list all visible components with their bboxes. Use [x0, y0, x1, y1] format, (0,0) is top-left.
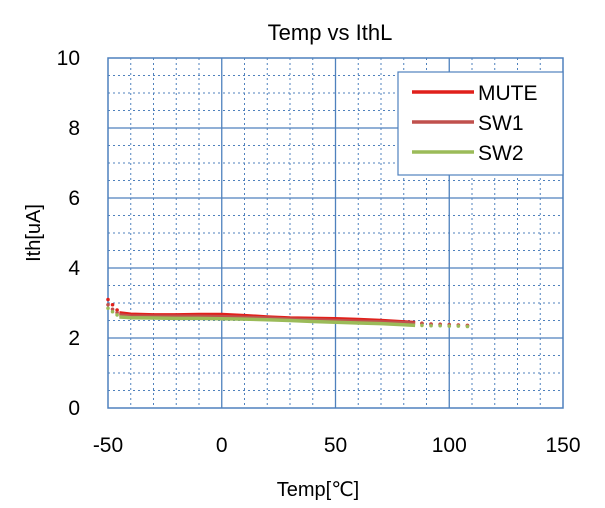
y-tick-label: 10 [57, 47, 80, 70]
data-point [420, 323, 424, 328]
series-line-SW2 [119, 315, 416, 328]
y-axis-tick-labels: 0 2 4 6 8 10 [57, 47, 81, 420]
x-tick-label: 150 [545, 434, 580, 457]
legend-label-SW1: SW1 [478, 112, 524, 135]
x-tick-label: 0 [216, 434, 228, 457]
y-axis-label: Ith[uA] [23, 204, 45, 262]
data-point [110, 309, 115, 314]
x-axis-tick-labels: -50 0 50 100 150 [93, 434, 581, 457]
data-point [110, 302, 115, 307]
data-point [465, 324, 470, 329]
y-tick-label: 4 [68, 257, 80, 280]
data-point [447, 324, 452, 328]
y-tick-label: 6 [68, 187, 80, 210]
y-tick-label: 2 [68, 327, 80, 350]
data-point [106, 306, 110, 311]
data-point [115, 313, 119, 317]
series-layer [106, 297, 470, 329]
data-point [115, 308, 119, 312]
data-point [106, 302, 110, 307]
data-point [438, 323, 442, 328]
chart-title: Temp vs IthL [268, 20, 393, 45]
x-tick-label: 50 [324, 434, 347, 457]
x-tick-label: -50 [93, 434, 123, 457]
chart-grid [108, 58, 563, 408]
x-tick-label: 100 [432, 434, 467, 457]
y-tick-label: 0 [68, 397, 80, 420]
x-axis-label: Temp[℃] [277, 479, 359, 501]
y-tick-label: 8 [68, 117, 80, 140]
series-SW2 [106, 306, 470, 329]
data-point [106, 297, 110, 302]
legend-label-MUTE: MUTE [478, 82, 538, 105]
legend-label-SW2: SW2 [478, 142, 524, 165]
data-point [429, 323, 433, 328]
data-point [456, 324, 461, 328]
plot-area-border [107, 57, 564, 409]
legend: MUTE SW1 SW2 [397, 71, 564, 176]
